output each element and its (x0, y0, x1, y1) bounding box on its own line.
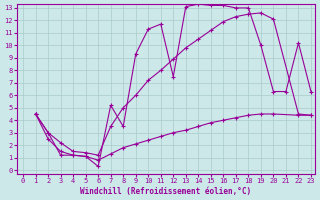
X-axis label: Windchill (Refroidissement éolien,°C): Windchill (Refroidissement éolien,°C) (80, 187, 251, 196)
